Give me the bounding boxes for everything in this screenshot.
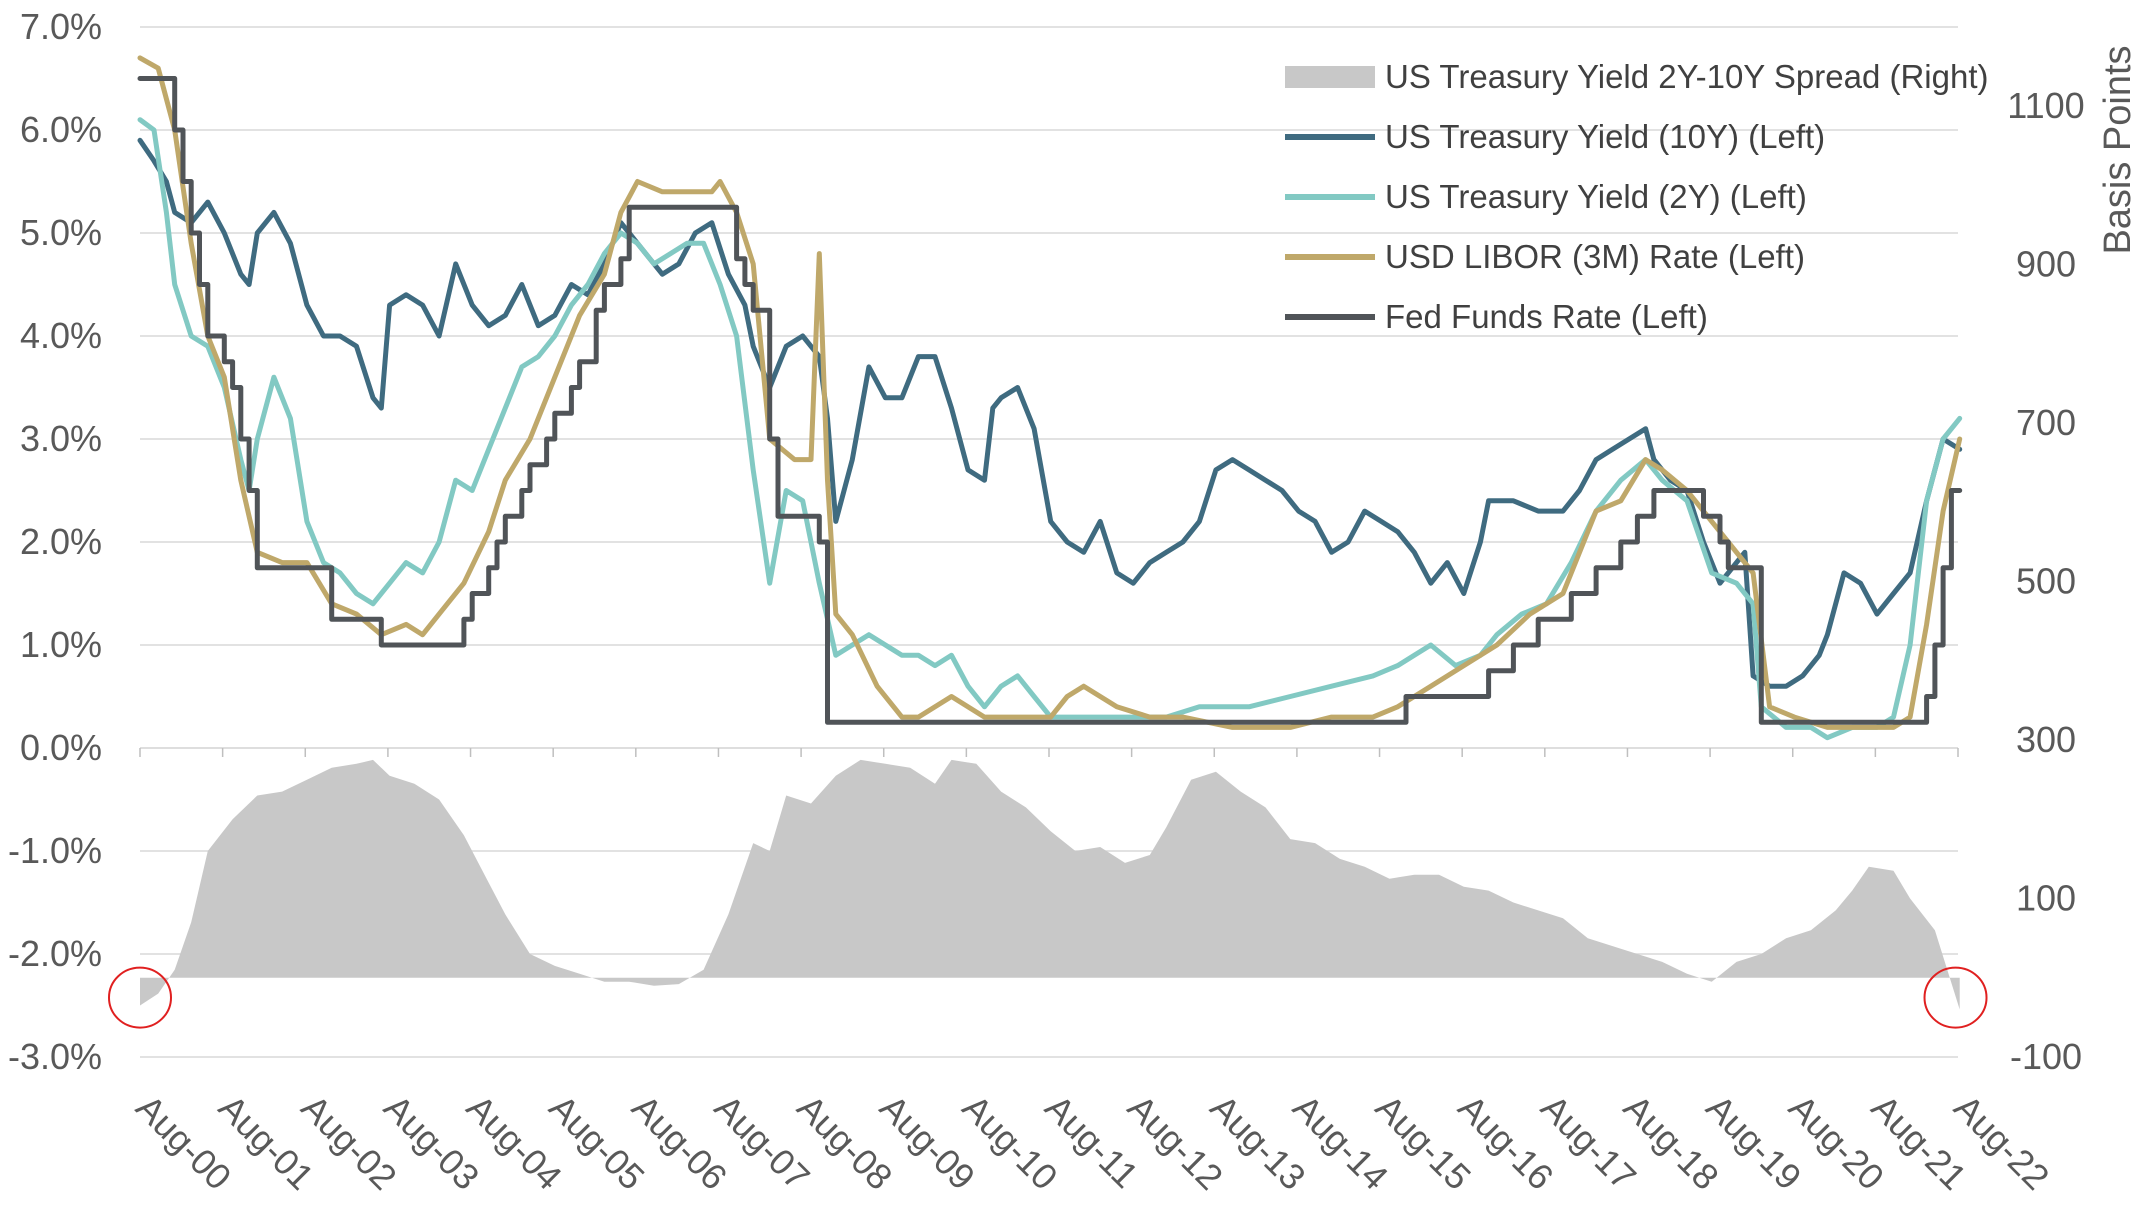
left-axis-tick-label: -2.0% [8,933,102,974]
left-axis-tick-label: 5.0% [20,212,102,253]
highlight-circle [108,966,172,1029]
left-axis-tick-label: 3.0% [20,418,102,459]
legend-label: US Treasury Yield 2Y-10Y Spread (Right) [1385,58,1989,95]
right-axis-tick-label: 900 [2016,244,2076,285]
ust10y-line [137,137,1963,689]
left-axis-tick-label: 6.0% [20,109,102,150]
right-axis-tick-label: 100 [2016,878,2076,919]
right-axis-tick-label: 1100 [2007,85,2084,126]
legend-label: USD LIBOR (3M) Rate (Left) [1385,238,1805,275]
right-axis-tick-label: 700 [2016,402,2076,443]
left-axis-tick-label: -3.0% [8,1036,102,1077]
spread-area-layer [140,759,1960,1010]
legend-swatch [1285,66,1375,88]
right-axis-tick-label: -100 [2010,1036,2082,1077]
x-axis-tick-label: Aug-22 [1946,1087,2057,1198]
series-lines-layer [137,55,1963,741]
left-axis-tick-label: 7.0% [20,6,102,47]
right-axis: 1100 900 700 500 300 100 -100 [2007,85,2084,1077]
left-axis-tick-label: 0.0% [20,727,102,768]
annotations-layer [108,966,1988,1029]
right-axis-title: Basis Points [2097,45,2139,254]
libor3m-line [137,55,1963,730]
left-axis-tick-label: 4.0% [20,315,102,356]
fed-funds-line [137,76,1963,725]
legend-label: US Treasury Yield (10Y) (Left) [1385,118,1825,155]
right-axis-tick-label: 300 [2016,719,2076,760]
spread-area [140,759,1960,1010]
left-axis-tick-label: -1.0% [8,830,102,871]
left-axis-tick-label: 1.0% [20,624,102,665]
legend: US Treasury Yield 2Y-10Y Spread (Right) U… [1285,58,1989,335]
left-axis: 7.0% 6.0% 5.0% 4.0% 3.0% 2.0% 1.0% 0.0% -1.0% -2.… [8,6,102,1077]
legend-label: Fed Funds Rate (Left) [1385,298,1708,335]
left-axis-tick-label: 2.0% [20,521,102,562]
legend-label: US Treasury Yield (2Y) (Left) [1385,178,1807,215]
right-axis-tick-label: 500 [2016,561,2076,602]
highlight-circle [1923,966,1988,1029]
